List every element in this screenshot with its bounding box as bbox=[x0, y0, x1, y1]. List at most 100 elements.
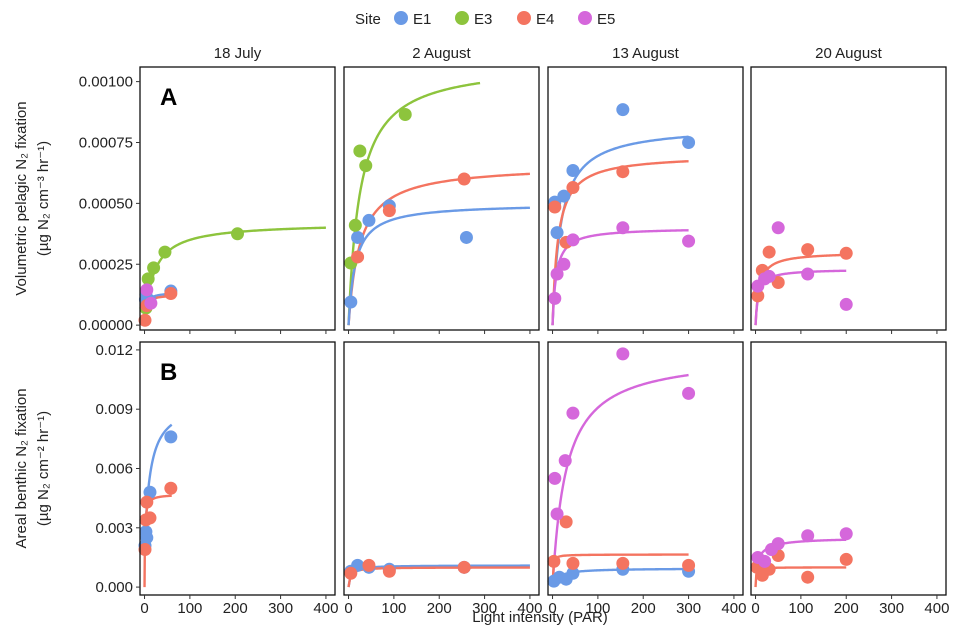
point-e1 bbox=[362, 213, 376, 227]
point-e5 bbox=[839, 297, 853, 311]
point-e5 bbox=[566, 233, 580, 247]
point-e5 bbox=[144, 296, 158, 310]
column-strips: 18 July 2 August 13 August 20 August bbox=[214, 45, 883, 62]
point-e4 bbox=[839, 552, 853, 566]
panel-tag: A bbox=[160, 84, 177, 111]
fit-line-e1 bbox=[347, 564, 530, 588]
point-e4 bbox=[457, 560, 471, 574]
legend-swatch-e5 bbox=[578, 11, 592, 25]
point-e4 bbox=[143, 511, 157, 525]
point-e5 bbox=[762, 269, 776, 283]
point-e3 bbox=[398, 107, 412, 121]
x-tick-label: 400 bbox=[924, 600, 949, 617]
legend-label-e3: E3 bbox=[474, 11, 492, 28]
panel: 0 100 200 300 400 bbox=[343, 341, 542, 617]
x-tick-label: 400 bbox=[313, 600, 338, 617]
point-e4 bbox=[801, 570, 815, 584]
panel bbox=[547, 66, 744, 334]
point-e5 bbox=[771, 537, 785, 551]
point-e3 bbox=[231, 227, 244, 241]
point-e1 bbox=[566, 163, 580, 177]
point-e1 bbox=[557, 189, 571, 203]
x-tick-label: 200 bbox=[834, 600, 859, 617]
point-e4 bbox=[382, 204, 396, 218]
point-e3 bbox=[353, 144, 367, 158]
point-e4 bbox=[138, 543, 152, 557]
y-tick-label: 0.000 bbox=[95, 579, 133, 596]
y-axis-labels: Volumetric pelagic N₂ fixation (µg N₂ cm⁻… bbox=[13, 101, 52, 548]
x-tick-label: 100 bbox=[177, 600, 202, 617]
fit-line-e1 bbox=[347, 206, 530, 326]
panel: 0.00000 0.00025 0.00050 0.00075 0.00100 A bbox=[79, 66, 336, 334]
fit-line-e3 bbox=[143, 226, 326, 326]
point-e5 bbox=[801, 267, 815, 281]
strip-title: 2 August bbox=[412, 45, 471, 62]
point-e3 bbox=[359, 159, 373, 173]
point-e1 bbox=[682, 135, 696, 149]
point-e4 bbox=[362, 558, 376, 572]
point-e4 bbox=[548, 200, 562, 214]
legend-swatch-e4 bbox=[517, 11, 531, 25]
strip-title: 13 August bbox=[612, 45, 680, 62]
panel-tag: B bbox=[160, 359, 177, 386]
point-e4 bbox=[344, 566, 358, 580]
point-e5 bbox=[616, 221, 630, 235]
x-tick-label: 200 bbox=[631, 600, 656, 617]
point-e4 bbox=[164, 481, 178, 495]
point-e4 bbox=[801, 243, 815, 257]
panel-frame bbox=[343, 341, 540, 596]
x-tick-label: 100 bbox=[381, 600, 406, 617]
point-e3 bbox=[348, 218, 362, 232]
point-e5 bbox=[682, 234, 696, 248]
fit-line-e4 bbox=[347, 172, 530, 326]
point-e4 bbox=[566, 181, 580, 195]
legend-title: Site bbox=[355, 11, 381, 28]
panel: 0 100 200 300 400 bbox=[547, 341, 746, 617]
point-e5 bbox=[566, 406, 580, 420]
strip-title: 20 August bbox=[815, 45, 883, 62]
point-e4 bbox=[616, 165, 630, 179]
point-e4 bbox=[839, 246, 853, 260]
fit-line-e5 bbox=[551, 373, 689, 588]
panel-frame bbox=[139, 66, 336, 331]
x-axis-label: Light intensity (PAR) bbox=[472, 609, 608, 626]
point-e3 bbox=[141, 272, 155, 286]
point-e4 bbox=[559, 515, 573, 529]
x-tick-label: 100 bbox=[788, 600, 813, 617]
point-e4 bbox=[547, 554, 561, 568]
x-tick-label: 300 bbox=[879, 600, 904, 617]
y-tick-label: 0.00025 bbox=[79, 256, 133, 273]
point-e4 bbox=[138, 313, 152, 327]
y-tick-label: 0.006 bbox=[95, 461, 133, 478]
fit-line-e1 bbox=[143, 423, 173, 552]
point-e4 bbox=[616, 556, 630, 570]
point-e5 bbox=[801, 529, 815, 543]
x-tick-label: 0 bbox=[548, 600, 556, 617]
x-tick-label: 100 bbox=[585, 600, 610, 617]
fit-line-e3 bbox=[347, 81, 481, 326]
point-e5 bbox=[550, 267, 564, 281]
x-tick-label: 200 bbox=[427, 600, 452, 617]
panel-frame bbox=[547, 66, 744, 331]
point-e4 bbox=[682, 558, 696, 572]
y-axis-label: Volumetric pelagic N₂ fixation bbox=[13, 101, 30, 295]
legend-swatch-e3 bbox=[455, 11, 469, 25]
point-e4 bbox=[382, 564, 396, 578]
panel bbox=[750, 66, 947, 334]
point-e5 bbox=[839, 527, 853, 541]
x-tick-label: 0 bbox=[344, 600, 352, 617]
y-tick-label: 0.003 bbox=[95, 520, 133, 537]
point-e3 bbox=[147, 261, 161, 275]
y-axis-unit: (µg N₂ cm⁻² hr⁻¹) bbox=[35, 411, 52, 526]
x-tick-label: 0 bbox=[140, 600, 148, 617]
legend-label-e5: E5 bbox=[597, 11, 615, 28]
x-tick-label: 200 bbox=[223, 600, 248, 617]
y-tick-label: 0.009 bbox=[95, 401, 133, 418]
point-e5 bbox=[682, 386, 696, 400]
point-e3 bbox=[158, 245, 172, 259]
point-e1 bbox=[164, 430, 178, 444]
y-tick-label: 0.00000 bbox=[79, 317, 133, 334]
strip-title: 18 July bbox=[214, 45, 262, 62]
